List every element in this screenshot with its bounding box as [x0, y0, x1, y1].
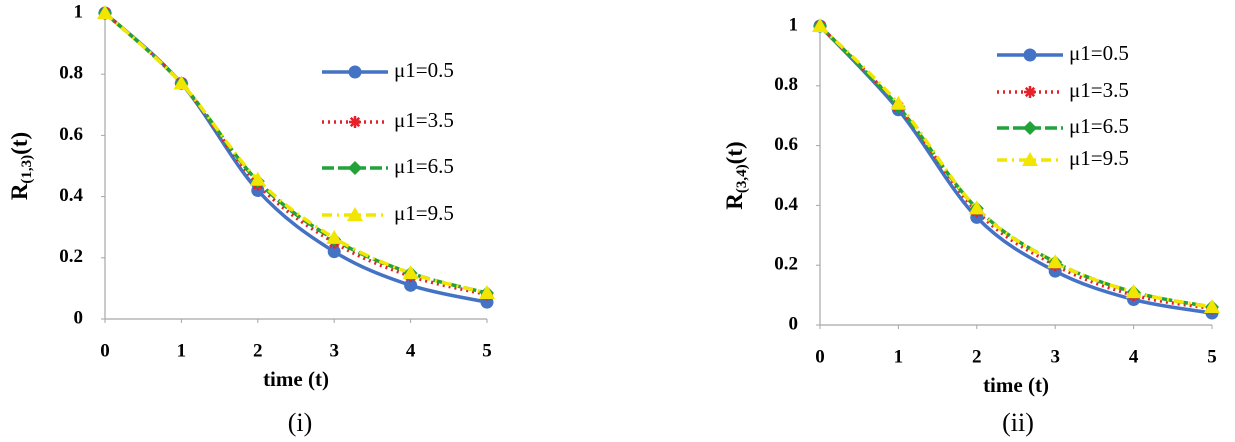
y-axis-title-tail: (t)	[7, 132, 32, 155]
y-tick-label: 0	[74, 307, 84, 328]
x-tick-label: 5	[482, 340, 492, 361]
y-axis-title-sub: (3,4)	[734, 164, 750, 193]
y-tick-label: 0.8	[774, 74, 798, 95]
y-tick-label: 0.4	[774, 194, 798, 215]
series-line	[103, 11, 488, 295]
legend-label: μ1=9.5	[1069, 146, 1129, 170]
data-point	[402, 265, 419, 280]
caption: (i)	[288, 408, 313, 437]
x-tick-label: 1	[177, 340, 187, 361]
x-tick-label: 3	[329, 340, 339, 361]
y-axis-title: R(3,4)(t)	[722, 141, 750, 209]
legend-marker	[1022, 152, 1038, 166]
x-tick-label: 3	[1050, 346, 1060, 367]
y-tick-label: 1	[74, 1, 84, 22]
data-point	[249, 171, 266, 186]
chart: 0 0.2 0.4 0.6 0.8 1 0 1 2 3 4 5 time (t) (i) R(1,3)(t)…	[7, 1, 491, 437]
data-point	[479, 284, 495, 299]
x-tick-label: 0	[100, 340, 110, 361]
legend-marker	[348, 65, 362, 79]
data-point	[173, 75, 190, 90]
data-point	[326, 229, 343, 244]
x-tick-label: 4	[406, 340, 416, 361]
series-line	[818, 24, 1213, 309]
data-point	[812, 18, 828, 32]
legend-marker	[1023, 48, 1037, 62]
y-tick-label: 0.8	[59, 63, 83, 84]
x-tick-label: 1	[894, 346, 904, 367]
y-tick-label: 0	[789, 313, 799, 334]
x-tick-label: 0	[815, 346, 825, 367]
x-tick-label: 4	[1129, 346, 1139, 367]
data-point	[1125, 284, 1142, 299]
x-tick-label: 2	[253, 340, 263, 361]
legend-label: μ1=0.5	[394, 58, 454, 82]
chart: 0 0.2 0.4 0.6 0.8 1 0 1 2 3 4 5 time (t) (ii) R(3,4)(t…	[722, 14, 1216, 437]
data-point	[1204, 299, 1220, 314]
legend-marker	[1024, 86, 1036, 98]
y-tick-label: 0.4	[59, 185, 83, 206]
y-tick-label: 0.2	[59, 246, 83, 267]
legend-marker	[349, 116, 361, 128]
y-tick-label: 1	[789, 14, 799, 35]
x-tick-label: 2	[972, 346, 982, 367]
data-point	[404, 278, 418, 292]
legend-label: μ1=6.5	[1069, 114, 1129, 138]
legend-label: μ1=9.5	[394, 201, 454, 225]
series-line	[818, 24, 1213, 309]
caption: (ii)	[1002, 408, 1034, 437]
series-line	[818, 24, 1213, 315]
data-point	[327, 245, 341, 259]
y-axis-title-tail: (t)	[722, 141, 747, 164]
y-axis-title-main: R	[722, 193, 747, 210]
data-point	[97, 5, 113, 19]
y-tick-label: 0.2	[774, 254, 798, 275]
x-axis-title: time (t)	[263, 367, 329, 391]
data-point	[968, 200, 985, 215]
legend-label: μ1=6.5	[394, 154, 454, 178]
legend-label: μ1=0.5	[1069, 41, 1129, 65]
y-axis-title-sub: (1,3)	[19, 155, 35, 184]
x-tick-label: 5	[1207, 346, 1217, 367]
y-axis-title: R(1,3)(t)	[7, 132, 35, 200]
legend-marker	[1023, 121, 1037, 135]
x-axis-title: time (t)	[983, 373, 1049, 397]
data-point	[890, 95, 907, 110]
legend-label: μ1=3.5	[394, 108, 454, 132]
legend-label: μ1=3.5	[1069, 78, 1129, 102]
y-tick-label: 0.6	[774, 134, 798, 155]
y-axis-title-main: R	[7, 183, 32, 200]
legend-marker	[348, 161, 362, 175]
data-point	[1047, 254, 1064, 269]
legend-marker	[347, 207, 363, 221]
y-tick-label: 0.6	[59, 124, 83, 145]
series-line	[818, 24, 1213, 311]
